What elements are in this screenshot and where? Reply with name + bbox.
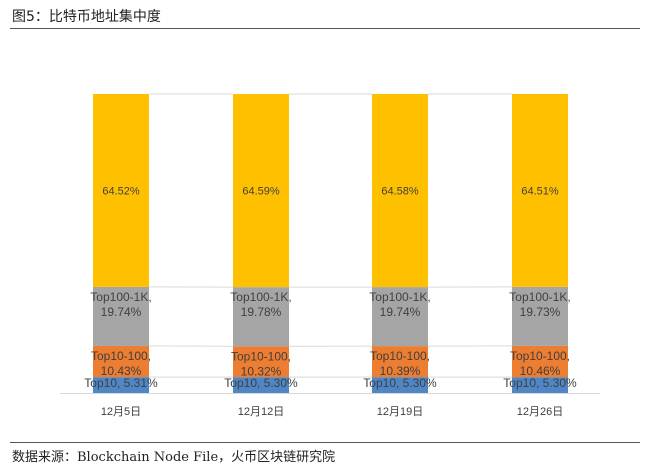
data-label-top100-1k-name-0: Top100-1K, <box>90 290 151 304</box>
data-label-top10-100-name-0: Top10-100, <box>91 349 151 363</box>
data-label-top100-1k-name-3: Top100-1K, <box>509 290 570 304</box>
data-label-top10-100-name-3: Top10-100, <box>510 349 570 363</box>
data-label-top100-1k-value-0: 19.74% <box>101 305 142 319</box>
data-label-top10-100-value-2: 10.39% <box>380 364 421 378</box>
data-label-top10-100-value-1: 10.32% <box>241 364 282 378</box>
data-label-top100-1k-name-2: Top100-1K, <box>369 290 430 304</box>
x-tick-label-1: 12月12日 <box>238 406 284 418</box>
data-label-top10-3: Top10, 5.30% <box>503 376 577 390</box>
data-label-remaining-2: 64.58% <box>381 186 419 198</box>
x-tick-label-3: 12月26日 <box>517 406 563 418</box>
data-label-top10-100-name-1: Top10-100, <box>231 349 291 363</box>
data-label-top10-100-value-0: 10.43% <box>101 364 142 378</box>
data-label-remaining-0: 64.52% <box>102 185 140 197</box>
data-label-top100-1k-value-2: 19.74% <box>380 305 421 319</box>
data-label-remaining-3: 64.51% <box>521 185 559 197</box>
data-label-top10-100-name-2: Top10-100, <box>370 349 430 363</box>
data-label-top10-100-value-3: 10.46% <box>520 364 561 378</box>
data-label-top10-2: Top10, 5.30% <box>363 376 437 390</box>
data-label-top100-1k-value-1: 19.78% <box>241 305 282 319</box>
data-label-remaining-1: 64.59% <box>242 186 280 198</box>
source-note: 数据来源：Blockchain Node File，火币区块链研究院 <box>12 446 335 465</box>
x-tick-label-2: 12月19日 <box>377 406 423 418</box>
source-rule <box>10 442 640 443</box>
x-tick-label-0: 12月5日 <box>101 406 141 418</box>
data-label-top100-1k-value-3: 19.73% <box>520 305 561 319</box>
data-label-top100-1k-name-1: Top100-1K, <box>230 290 291 304</box>
data-label-top10-0: Top10, 5.31% <box>84 376 158 390</box>
